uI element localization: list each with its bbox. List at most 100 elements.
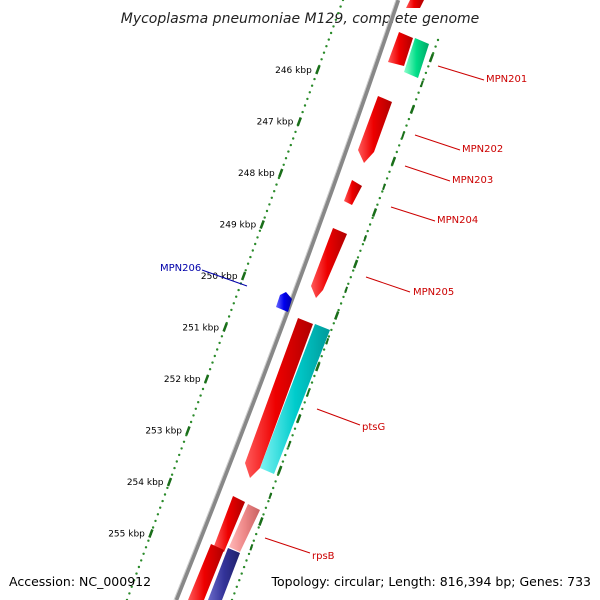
- scale-dot: [282, 163, 285, 166]
- outer-minor-tick-mark: [268, 492, 273, 500]
- outer-minor-tick-mark: [249, 543, 254, 551]
- outer-tick-mark: [390, 156, 397, 166]
- scale-dot: [407, 117, 411, 121]
- scale-dot: [349, 276, 352, 279]
- scale-dot: [303, 104, 307, 107]
- outer-tick-mark: [409, 105, 416, 114]
- scale-dot: [327, 335, 331, 338]
- gene-label-ptsG[interactable]: ptsG: [362, 422, 385, 433]
- scale-dot: [194, 407, 197, 410]
- outer-tick-mark: [296, 414, 302, 423]
- feature-ptsG[interactable]: [260, 324, 330, 474]
- scale-dot: [255, 532, 258, 536]
- scale-dot: [201, 387, 205, 391]
- major-tick-mark: [296, 117, 302, 126]
- feature-rpsB-lower[interactable]: [208, 548, 240, 600]
- gene-arrow-mpn201-top[interactable]: [406, 0, 424, 8]
- gene-arrow-mpn201[interactable]: [388, 32, 413, 66]
- forward-strand-features: [188, 0, 429, 600]
- gene-label-mpn206[interactable]: MPN206: [160, 263, 201, 274]
- leader-line-mpn204: [390, 206, 436, 222]
- genome-backbone-highlight: [173, 0, 397, 600]
- major-tick-mark: [278, 168, 284, 178]
- scale-dot: [246, 262, 250, 265]
- major-tick-mark: [166, 477, 173, 487]
- leader-line-ptsG: [316, 408, 361, 426]
- major-tick-mark: [203, 374, 210, 384]
- scale-dot: [252, 539, 255, 542]
- gene-arrow-mpn205[interactable]: [311, 228, 347, 298]
- scale-dot: [329, 31, 333, 35]
- map-title: Mycoplasma pneumoniae M129, complete gen…: [121, 11, 480, 27]
- scale-dot: [274, 480, 277, 483]
- scale-dot: [199, 394, 202, 397]
- scale-dot: [273, 190, 276, 193]
- gene-arrow-mpn202[interactable]: [358, 96, 392, 163]
- scale-dot: [398, 144, 401, 147]
- outer-tick-mark: [352, 259, 359, 269]
- scale-dot: [159, 506, 162, 509]
- scale-dot: [192, 414, 195, 417]
- tick-label: 255 kbp: [108, 530, 145, 540]
- scale-dot: [337, 308, 340, 312]
- scale-dot: [332, 322, 335, 325]
- gene-label-mpn204[interactable]: MPN204: [437, 215, 478, 226]
- scale-dot: [270, 196, 273, 199]
- scale-dot: [308, 91, 311, 94]
- scale-dot: [284, 157, 288, 160]
- gene-arrow-rpsB-upper[interactable]: [214, 496, 245, 552]
- scale-dot: [262, 513, 265, 516]
- gene-label-mpn202[interactable]: MPN202: [462, 144, 503, 155]
- major-tick-mark: [259, 220, 265, 229]
- scale-dot: [356, 256, 360, 259]
- leader-line-mpn203: [404, 165, 451, 182]
- tick-label: 249 kbp: [220, 221, 257, 231]
- tick-label: 251 kbp: [182, 324, 219, 334]
- outer-minor-tick-mark: [363, 234, 368, 242]
- gene-arrow-rpsB-lower[interactable]: [188, 544, 224, 600]
- scale-dot: [341, 0, 345, 2]
- scale-dot: [294, 130, 297, 134]
- scale-dot: [310, 84, 314, 87]
- major-tick-mark: [222, 323, 228, 332]
- gene-label-mpn205[interactable]: MPN205: [413, 287, 454, 298]
- feature-rpsB[interactable]: [229, 504, 260, 552]
- scale-dot: [216, 348, 219, 351]
- gene-arrow-mpn206[interactable]: [276, 292, 292, 312]
- scale-dot: [303, 401, 306, 404]
- tick-label: 250 kbp: [201, 272, 238, 282]
- scale-dot: [422, 78, 425, 81]
- outer-minor-tick-mark: [401, 131, 405, 139]
- scale-dot: [371, 216, 374, 220]
- leader-line-rpsB: [264, 537, 311, 554]
- tick-label: 247 kbp: [257, 118, 294, 128]
- scale-dot: [293, 427, 297, 430]
- leader-line-mpn202: [414, 134, 461, 151]
- outer-tick-mark: [258, 517, 264, 526]
- scale-dot: [275, 183, 278, 186]
- scale-dot: [154, 519, 157, 523]
- gene-label-rpsB[interactable]: rpsB: [312, 551, 335, 562]
- scale-dot: [306, 97, 309, 101]
- feature-mpn201[interactable]: [404, 38, 429, 78]
- scale-dot: [301, 110, 304, 114]
- gene-arrow-mpn203[interactable]: [344, 180, 362, 205]
- gene-label-mpn203[interactable]: MPN203: [452, 175, 493, 186]
- scale-dot: [405, 124, 408, 127]
- scale-dot: [242, 565, 246, 569]
- scale-dot: [284, 453, 287, 457]
- scale-dot: [417, 91, 420, 94]
- outer-tick-mark: [371, 208, 378, 217]
- outer-minor-tick-mark: [306, 389, 311, 397]
- scale-dot: [337, 12, 340, 15]
- scale-dot: [247, 552, 251, 556]
- scale-dot: [245, 559, 248, 562]
- scale-dot: [281, 460, 285, 463]
- scale-dot: [289, 143, 292, 147]
- scale-dot: [339, 5, 342, 8]
- gene-label-mpn201[interactable]: MPN201: [486, 74, 527, 85]
- scale-dot: [237, 288, 240, 292]
- scale-dot: [156, 513, 160, 516]
- gene-arrow-ptsG[interactable]: [245, 318, 313, 478]
